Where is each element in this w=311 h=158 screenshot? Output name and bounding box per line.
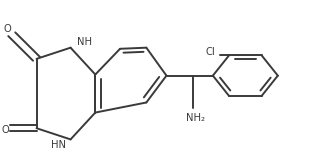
Text: NH: NH (77, 37, 92, 47)
Text: NH₂: NH₂ (186, 113, 205, 123)
Text: Cl: Cl (206, 47, 216, 57)
Text: HN: HN (51, 140, 66, 150)
Text: O: O (4, 24, 12, 34)
Text: O: O (2, 125, 9, 135)
